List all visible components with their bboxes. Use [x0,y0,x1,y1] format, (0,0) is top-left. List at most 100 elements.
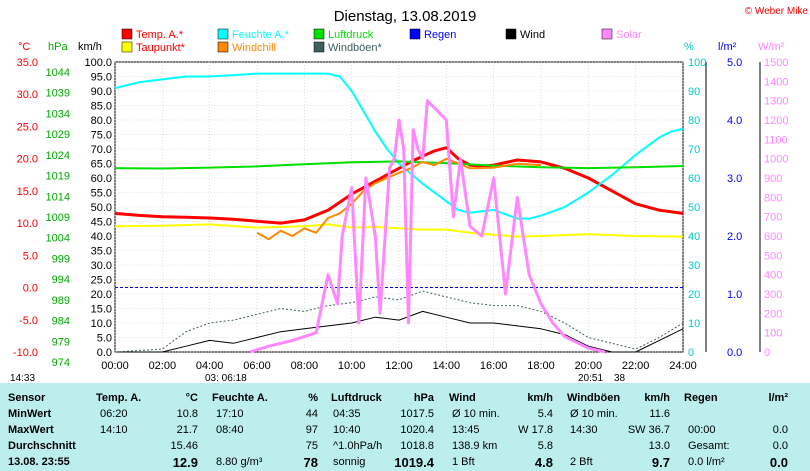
row-gust-time: Ø 10 min. [570,408,618,420]
sun-sunset: 20:51 [578,373,603,383]
tick-wind: 0.0 [97,347,112,359]
hdr-rain-unit: l/m² [768,392,788,404]
hdr-temp: Temp. A. [96,392,142,404]
tick-temp: -5.0 [19,315,38,327]
row-gust-time: 14:30 [570,424,598,436]
row-wind-time: 1 Bft [452,456,475,468]
tick-rain: 4.0 [727,115,742,127]
unit-rain: l/m² [718,41,737,53]
row-press-value: 1020.4 [400,424,434,436]
tick-pressure: 1014 [46,191,70,203]
tick-wind: 80.0 [91,115,112,127]
hdr-press-unit: hPa [413,392,434,404]
row-press-time: sonnig [333,456,366,468]
tick-pressure: 984 [52,316,70,328]
tick-wind: 100.0 [84,57,112,69]
legend-label: Windchill [232,42,276,54]
tick-time: 16:00 [480,360,508,372]
hdr-gust: Windböen [567,392,621,404]
series-luftdruck [114,160,684,170]
row-temp-time: 14:10 [100,424,128,436]
hdr-hum-unit: % [308,392,318,404]
unit-humidity: % [684,41,694,53]
tick-time: 10:00 [338,360,366,372]
tick-wind: 15.0 [91,304,112,316]
hdr-wind: Wind [449,392,476,404]
tick-humidity: 70 [688,144,700,156]
tick-temp: 25.0 [17,121,38,133]
row-wind-value: 5.4 [537,408,553,420]
tick-wind: 35.0 [91,246,112,258]
tick-rain: 0.0 [727,347,742,359]
tick-wind: 25.0 [91,275,112,287]
legend-swatch [121,28,133,40]
tick-time: 06:00 [243,360,271,372]
row-hum-value: 97 [305,424,318,436]
tick-wind: 70.0 [91,144,112,156]
tick-temp: -10.0 [13,347,38,359]
row-hum-time: 08:40 [216,424,244,436]
hdr-rain: Regen [684,392,718,404]
tick-solar: 1500 [764,57,788,69]
row-press-value: 1018.8 [400,440,434,452]
tick-temp: 20.0 [17,154,38,166]
tick-time: 14:00 [433,360,461,372]
tick-pressure: 1044 [46,67,70,79]
row-label: MaxWert [8,424,54,436]
tick-solar: 1400 [764,76,788,88]
row-press-value: 1019.4 [394,455,434,470]
tick-time: 02:00 [149,360,177,372]
legend-label: Feuchte A.* [232,29,290,41]
tick-temp: 5.0 [23,250,38,262]
tick-pressure: 974 [52,357,70,369]
tick-wind: 95.0 [91,72,112,84]
tick-rain: 1.0 [727,289,742,301]
tick-pressure: 1009 [46,212,70,224]
row-gust-value: 13.0 [648,440,670,452]
tick-humidity: 10 [688,318,700,330]
tick-temp: 10.0 [17,218,38,230]
row-wind-time: 138.9 km [452,440,498,452]
row-temp-value: 10.8 [176,408,198,420]
copyright: © Weber Mike [745,6,809,17]
tick-pressure: 1029 [46,129,70,141]
row-temp-time: 06:20 [100,408,128,420]
sun-left: 14:33 [10,373,35,383]
row-wind-value: 4.8 [534,455,553,470]
row-rain-time: 0.0 l/m² [688,456,725,468]
tick-solar: 600 [764,231,782,243]
tick-wind: 65.0 [91,159,112,171]
row-label: 13.08. 23:55 [8,456,70,468]
row-hum-value: 44 [305,408,318,420]
row-label: MinWert [8,408,52,420]
legend-swatch [505,28,517,40]
tick-rain: 5.0 [727,57,742,69]
legend-swatch [409,28,421,40]
row-label: Durchschnitt [8,440,76,452]
legend-label: Solar [616,29,642,41]
tick-time: 12:00 [385,360,413,372]
legend-label: Taupunkt* [136,42,186,54]
legend-label: Temp. A.* [136,29,184,41]
unit-pressure: hPa [48,41,68,53]
row-rain-time: Gesamt: [688,440,730,452]
tick-temp: 0.0 [23,283,38,295]
tick-temp: 35.0 [17,57,38,69]
row-rain-value: 0.0 [772,424,788,436]
series-windchill [256,157,542,241]
tick-time: 20:00 [575,360,603,372]
sun-sunrise: 03: 06:18 [205,373,247,383]
row-wind-value: 5.8 [537,440,553,452]
row-gust-value: 11.6 [649,408,670,420]
row-gust-max: SW 36.7 [627,424,670,436]
tick-wind: 75.0 [91,130,112,142]
tick-solar: 400 [764,270,782,282]
tick-humidity: 20 [688,289,700,301]
tick-time: 04:00 [196,360,224,372]
tick-rain: 2.0 [727,231,742,243]
legend-swatch [121,41,133,53]
tick-solar: 1200 [764,115,788,127]
legend-label: Windböen* [328,42,383,54]
sun-sunset-tail: 38 [614,373,626,383]
tick-temp: 15.0 [17,186,38,198]
